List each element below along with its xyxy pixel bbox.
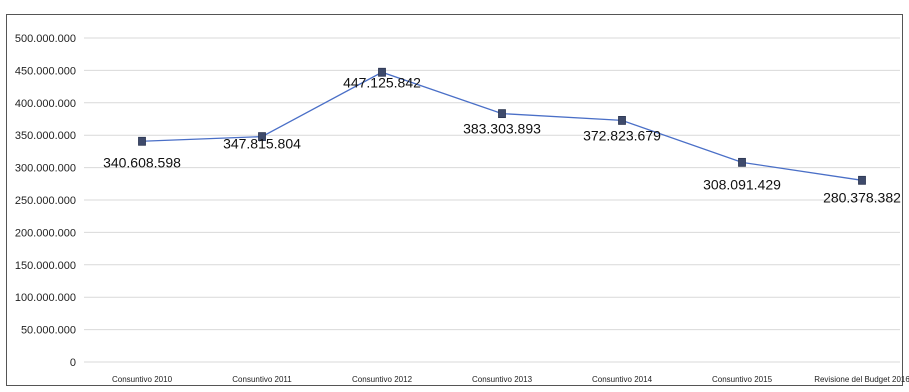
data-point <box>258 132 266 142</box>
x-tick-label: Consuntivo 2011 <box>232 375 292 384</box>
data-label: 340.608.598 <box>103 154 181 170</box>
x-tick-label: Consuntivo 2013 <box>472 375 533 384</box>
y-tick-label: 150.000.000 <box>15 260 76 272</box>
data-point <box>138 136 146 146</box>
y-tick-label: 100.000.000 <box>15 292 76 304</box>
y-tick-label: 350.000.000 <box>15 130 76 142</box>
data-point <box>738 157 746 167</box>
x-tick-label: Revisione del Budget 2016 <box>814 375 909 384</box>
data-point <box>378 67 386 77</box>
x-tick-label: Consuntivo 2015 <box>712 375 773 384</box>
data-label: 347.815.804 <box>223 136 301 152</box>
data-point <box>618 116 626 125</box>
data-point <box>498 109 506 119</box>
data-label: 383.303.893 <box>463 121 541 137</box>
y-tick-label: 300.000.000 <box>15 163 76 175</box>
data-label: 372.823.679 <box>583 127 661 143</box>
data-point <box>858 175 866 185</box>
data-label: 280.378.382 <box>823 189 901 205</box>
y-tick-label: 400.000.000 <box>15 98 76 110</box>
data-label: 447.125.842 <box>343 74 421 90</box>
data-label: 308.091.429 <box>703 176 781 192</box>
y-tick-label: 50.000.000 <box>21 325 76 337</box>
y-tick-label: 0 <box>70 357 76 369</box>
y-tick-label: 250.000.000 <box>15 195 76 207</box>
y-tick-label: 450.000.000 <box>15 65 76 77</box>
x-tick-label: Consuntivo 2014 <box>592 375 653 384</box>
x-tick-label: Consuntivo 2010 <box>112 375 173 384</box>
y-tick-label: 200.000.000 <box>15 227 76 239</box>
y-tick-label: 500.000.000 <box>15 33 76 45</box>
x-tick-label: Consuntivo 2012 <box>352 375 413 384</box>
